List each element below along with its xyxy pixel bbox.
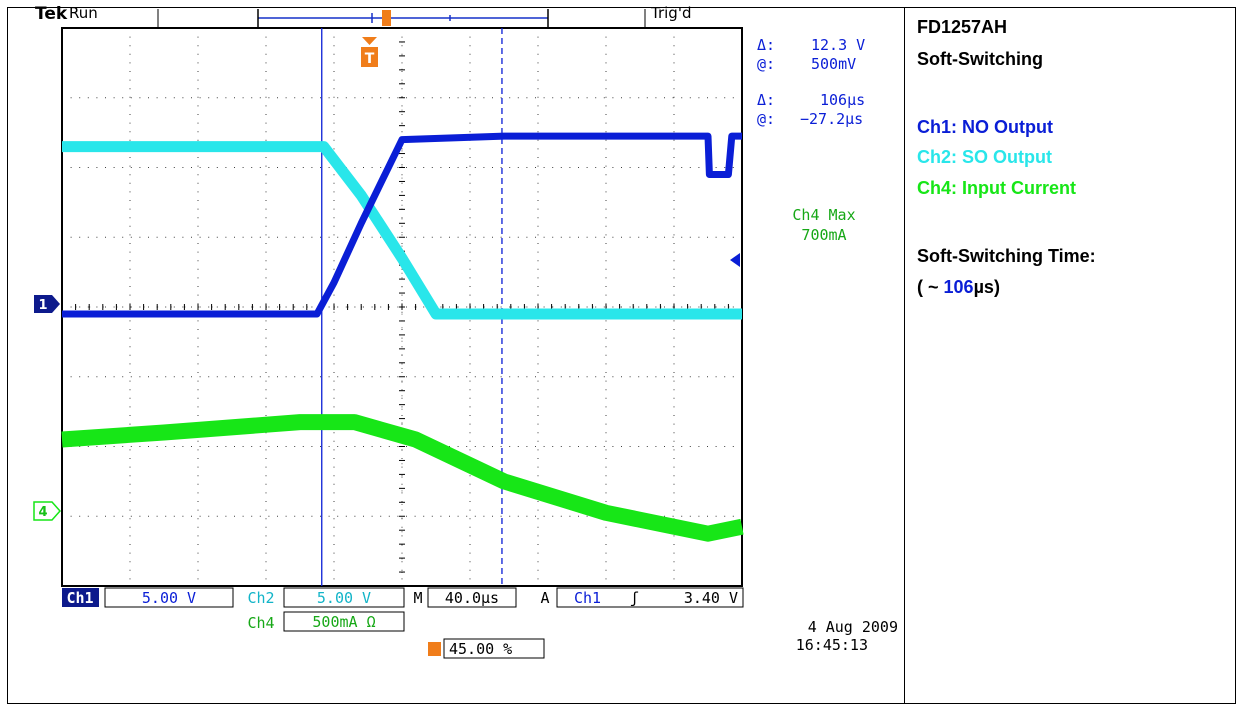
switching-time-prefix: ( ~ [917, 277, 944, 297]
amplitude-delta-symbol: Δ: [757, 36, 775, 54]
ch4-scale: 500mA Ω [312, 613, 375, 631]
timebase-value: 40.0µs [445, 589, 499, 607]
ch2-scale: 5.00 V [317, 589, 371, 607]
ch4-ground-marker: 4 [33, 501, 62, 521]
switching-time-number: 106 [943, 277, 974, 297]
legend-ch1: Ch1: NO Output [917, 117, 1053, 137]
legend-ch2: Ch2: SO Output [917, 147, 1052, 167]
panel-divider [904, 7, 905, 704]
trigger-source: Ch1 [574, 589, 601, 607]
capture-time: 16:45:13 [796, 636, 868, 654]
ch2-scale-box [283, 587, 405, 608]
svg-text:4: 4 [38, 505, 47, 520]
brand-label: Tek [35, 4, 68, 24]
trigger-position: 45.00 % [449, 640, 512, 658]
ch4-scale-box [283, 611, 405, 632]
panel-title-device: FD1257AH [917, 17, 1008, 37]
measurement-value: 700mA [801, 226, 846, 244]
switching-time-unit: µs) [973, 277, 1000, 297]
ch4-waveform [61, 414, 744, 542]
timebase-label: M [413, 589, 422, 607]
trigger-slope-icon: ʃ [630, 589, 639, 607]
switching-time-value-line: ( ~ 106µs) [917, 276, 1000, 298]
ch1-label: Ch1 [66, 589, 93, 607]
timebase-box [427, 587, 517, 608]
panel-title-mode: Soft-Switching [917, 49, 1043, 69]
trigger-position-box [443, 638, 545, 659]
ch1-scale-box [104, 587, 234, 608]
ch4-label: Ch4 [247, 614, 274, 632]
ch1-scale: 5.00 V [142, 589, 196, 607]
switching-time-heading: Soft-Switching Time: [917, 246, 1096, 266]
trigger-level: 3.40 V [684, 589, 738, 607]
time-delta-symbol: Δ: [757, 91, 775, 109]
figure-frame [7, 7, 1236, 704]
run-status: Run [69, 4, 98, 22]
ch2-waveform [62, 141, 742, 320]
time-at-symbol: @: [757, 110, 775, 128]
trigger-box [556, 587, 744, 608]
ch2-label: Ch2 [247, 589, 274, 607]
trigger-mode: A [540, 589, 549, 607]
graticule-border [61, 27, 743, 587]
graticule [61, 27, 743, 587]
time-delta-value: 106µs [820, 91, 865, 109]
trigger-level-arrow [730, 253, 740, 267]
amplitude-at-value: 500mV [811, 55, 856, 73]
svg-text:1: 1 [38, 298, 47, 313]
record-position-indicator [257, 9, 549, 27]
capture-date: 4 Aug 2009 [808, 618, 898, 636]
oscilloscope-screen: Tek Run Trig'd T 1 4 Δ: 12.3 V @: 500 [33, 4, 898, 659]
measurement-label: Ch4 Max [792, 206, 855, 224]
svg-text:T: T [365, 51, 375, 67]
time-at-value: −27.2µs [800, 110, 863, 128]
ch1-ground-marker: 1 [34, 295, 60, 313]
trigger-position-icon [428, 642, 441, 656]
trigger-marker: T [361, 37, 378, 67]
amplitude-at-symbol: @: [757, 55, 775, 73]
trigger-status: Trig'd [650, 4, 691, 22]
ch1-label-box [62, 588, 99, 607]
ch1-waveform [62, 132, 742, 318]
amplitude-delta-value: 12.3 V [811, 36, 865, 54]
legend-ch4: Ch4: Input Current [917, 178, 1076, 198]
